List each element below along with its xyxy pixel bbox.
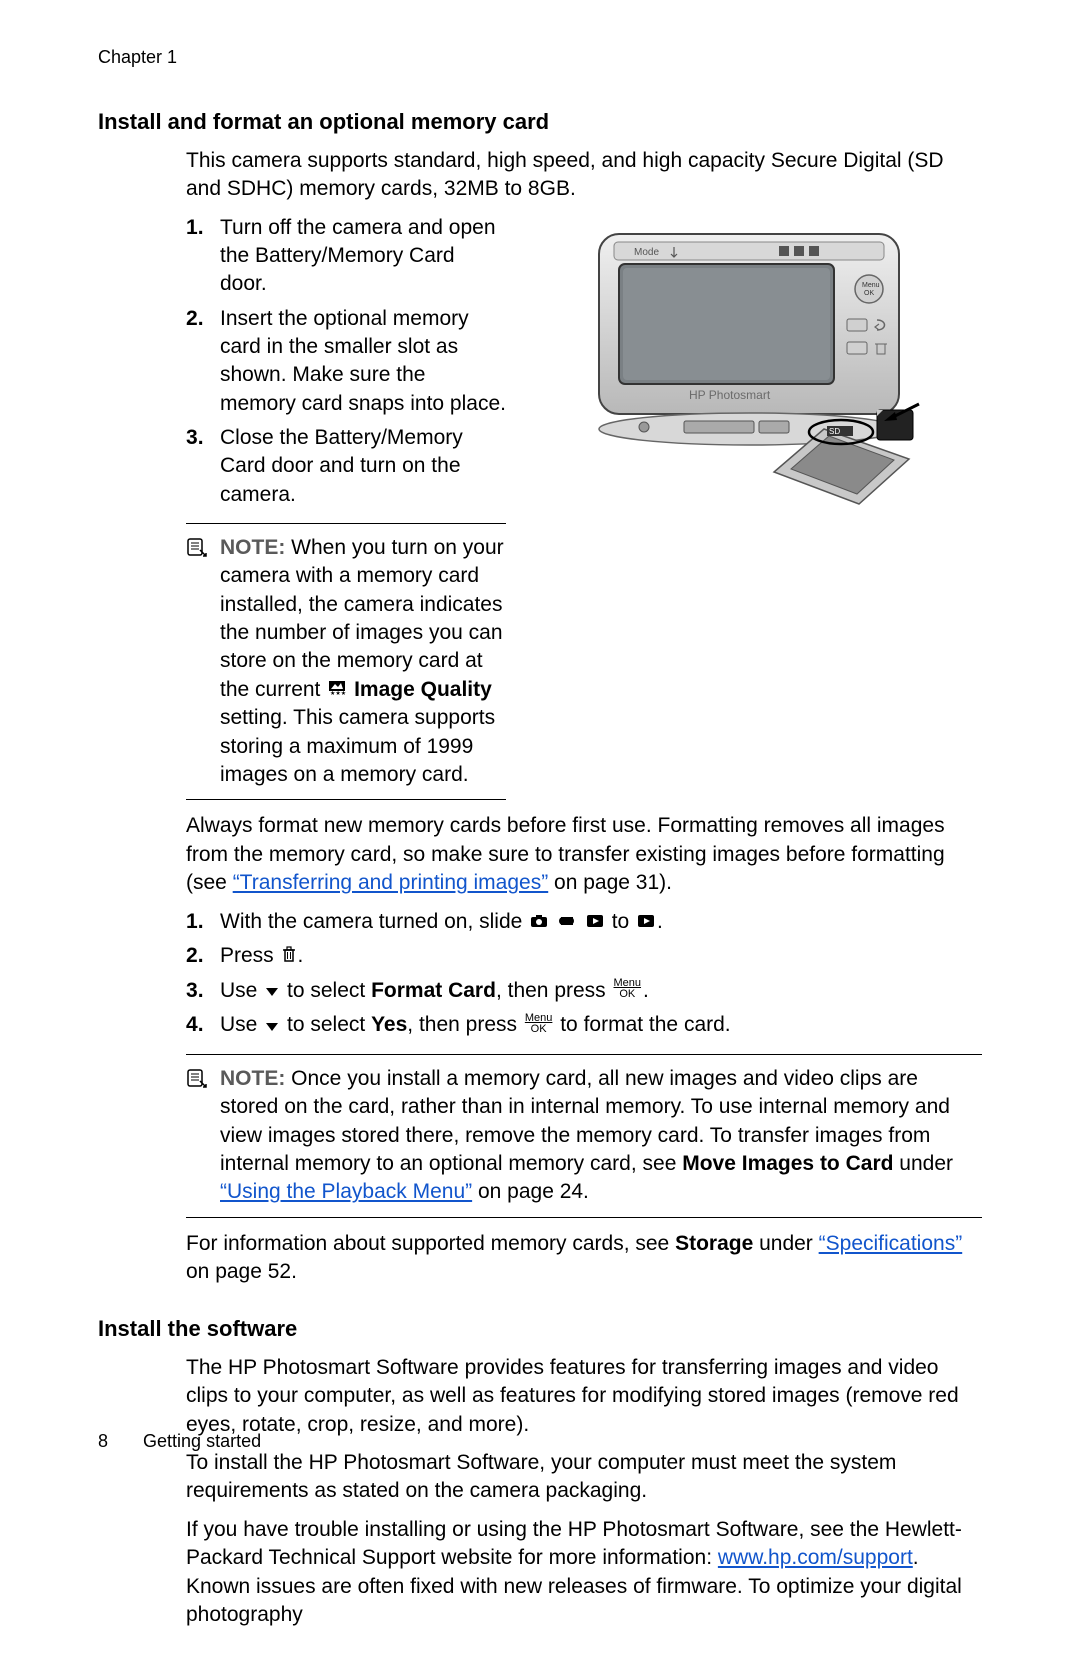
svg-text:HP Photosmart: HP Photosmart	[689, 388, 771, 402]
format-steps-list: With the camera turned on, slide to . Pr…	[186, 908, 982, 1041]
software-para-2: To install the HP Photosmart Software, y…	[186, 1449, 982, 1506]
note-label: NOTE:	[220, 1067, 285, 1090]
step-item: Insert the optional memory card in the s…	[186, 305, 506, 418]
software-para-3: If you have trouble installing or using …	[186, 1516, 982, 1629]
chapter-label: Chapter 1	[98, 45, 982, 69]
note-label: NOTE:	[220, 536, 285, 559]
section-heading-memory-card: Install and format an optional memory ca…	[98, 107, 982, 137]
trash-icon	[282, 942, 296, 970]
page-footer: 8 Getting started	[98, 1429, 261, 1453]
menu-ok-icon: MenuOK	[614, 978, 642, 1000]
link-transferring-images[interactable]: “Transferring and printing images”	[233, 871, 549, 894]
svg-text:SD: SD	[829, 427, 840, 436]
note-bold: Image Quality	[354, 678, 492, 701]
intro-paragraph: This camera supports standard, high spee…	[186, 147, 982, 204]
step-item: Press .	[186, 942, 982, 971]
step-item: With the camera turned on, slide to .	[186, 908, 982, 937]
camera-mode-icon	[530, 908, 548, 936]
step-item: Close the Battery/Memory Card door and t…	[186, 424, 506, 509]
note-text: When you turn on your camera with a memo…	[220, 536, 504, 701]
note-icon	[186, 536, 208, 558]
svg-text:OK: OK	[864, 290, 874, 297]
playback-mode-icon	[637, 908, 655, 936]
svg-text:Mode: Mode	[634, 247, 659, 258]
note-block: NOTE: When you turn on your camera with …	[186, 523, 506, 800]
svg-text:★★★: ★★★	[330, 690, 346, 696]
footer-section-title: Getting started	[143, 1431, 261, 1451]
image-quality-icon: ★★★	[328, 676, 346, 704]
step-item: Use to select Format Card, then press Me…	[186, 977, 982, 1006]
note-text: setting. This camera supports storing a …	[220, 706, 495, 786]
section-heading-install-software: Install the software	[98, 1314, 982, 1344]
closing-paragraph: For information about supported memory c…	[186, 1230, 982, 1287]
step-item: Turn off the camera and open the Battery…	[186, 214, 506, 299]
playback-mode-icon	[586, 908, 604, 936]
page-number: 8	[98, 1431, 108, 1451]
note-block: NOTE: Once you install a memory card, al…	[186, 1054, 982, 1218]
install-steps-list: Turn off the camera and open the Battery…	[186, 214, 506, 509]
svg-text:Menu: Menu	[862, 282, 880, 289]
link-specifications[interactable]: “Specifications”	[819, 1232, 963, 1255]
software-para-1: The HP Photosmart Software provides feat…	[186, 1354, 982, 1439]
link-playback-menu[interactable]: “Using the Playback Menu”	[220, 1180, 472, 1203]
video-mode-icon	[558, 908, 576, 936]
note-icon	[186, 1067, 208, 1089]
camera-illustration: Mode Menu OK	[579, 214, 939, 514]
link-hp-support[interactable]: www.hp.com/support	[718, 1546, 913, 1569]
menu-ok-icon: MenuOK	[525, 1013, 553, 1035]
down-arrow-icon	[265, 1012, 279, 1040]
step-item: Use to select Yes, then press MenuOK to …	[186, 1011, 982, 1040]
format-intro: Always format new memory cards before fi…	[186, 812, 982, 897]
down-arrow-icon	[265, 977, 279, 1005]
